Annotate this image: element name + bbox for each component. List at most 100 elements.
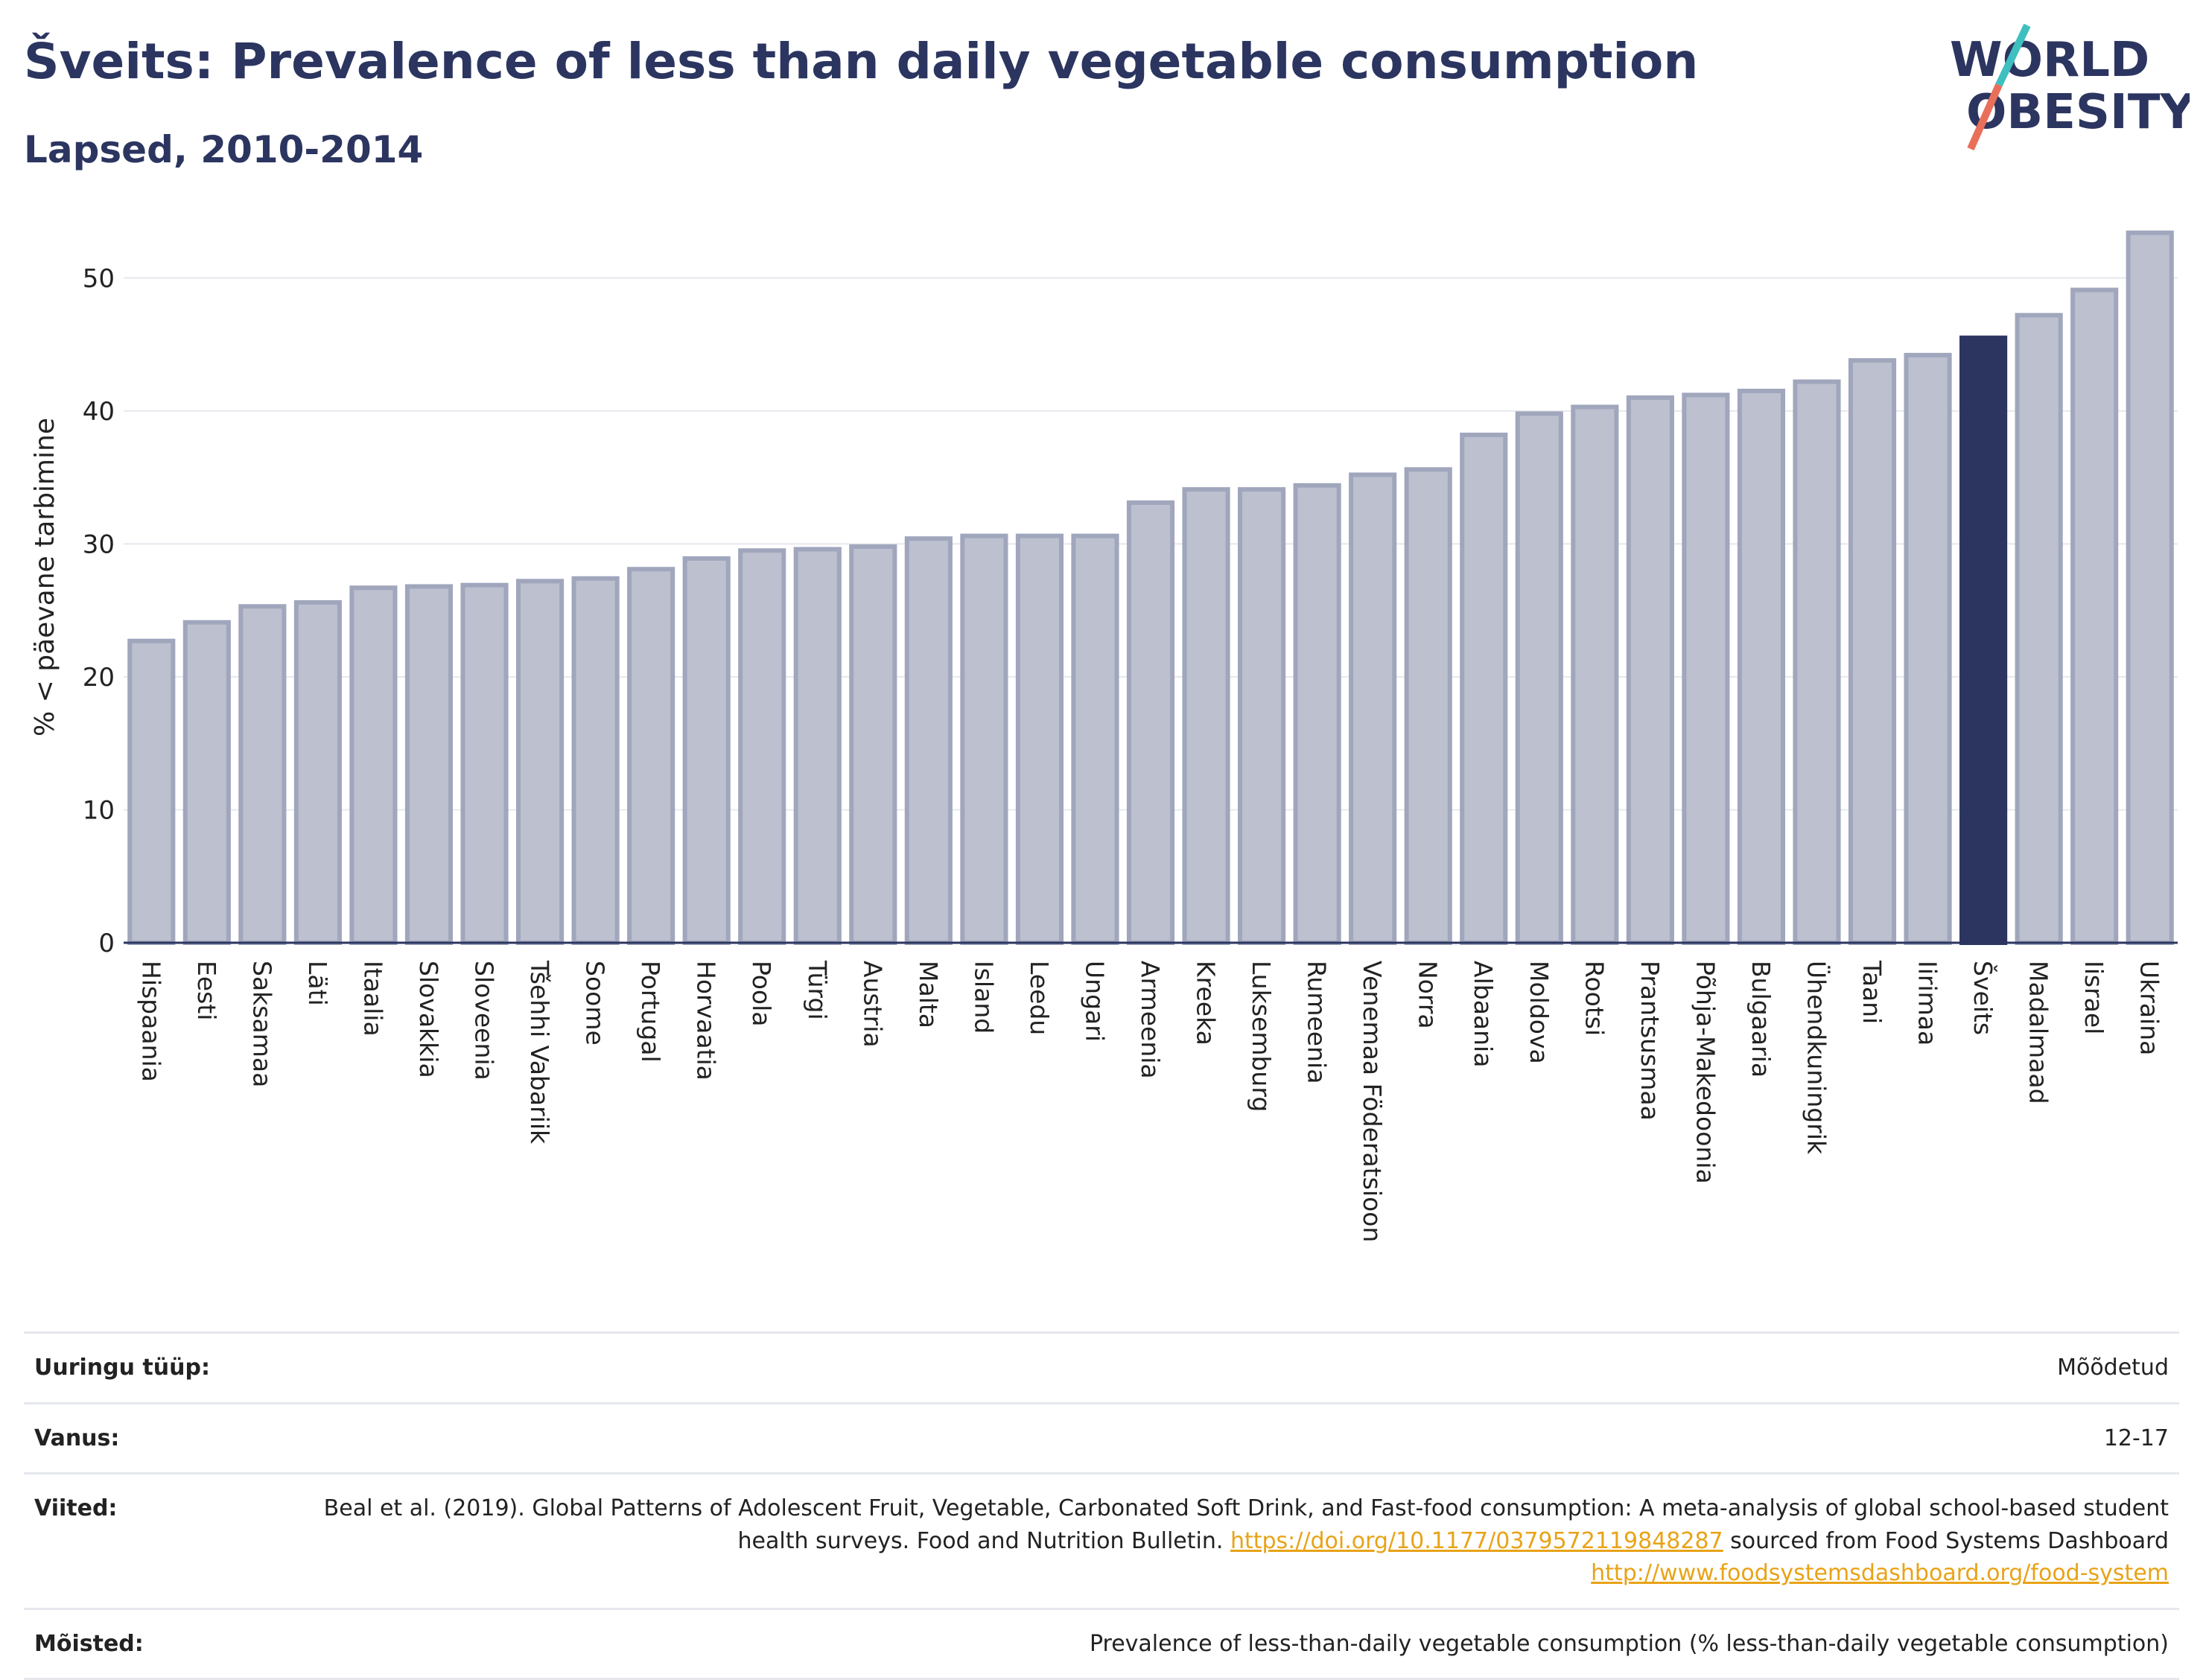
x-tick-label: Ukraina — [2135, 961, 2164, 1055]
logo-slash-teal — [1995, 23, 2031, 87]
x-tick-label: Itaalia — [358, 961, 387, 1037]
bar — [404, 584, 454, 945]
references-source: sourced from Food Systems Dashboard — [1730, 1527, 2169, 1554]
y-tick-label: 30 — [83, 529, 115, 559]
x-axis-ticks: Hispaania Eesti Saksamaa Läti Itaalia Slovakk… — [136, 960, 2164, 1242]
x-tick-label: Rootsi — [1580, 961, 1609, 1036]
bar-chart: 0 10 20 30 40 50 Hispaania Eesti Saksamaa Läti It… — [30, 230, 2178, 1242]
bars — [127, 230, 2174, 946]
bar — [1682, 392, 1730, 946]
x-tick-label: Slovakkia — [414, 961, 443, 1078]
bar — [1182, 487, 1230, 946]
bar — [682, 556, 731, 945]
x-tick-label: Šveits — [1968, 961, 1998, 1035]
x-tick-label: Türgi — [803, 960, 832, 1020]
x-tick-label: Luksemburg — [1247, 961, 1276, 1112]
x-tick-label: Armeenia — [1136, 961, 1165, 1079]
bar — [349, 585, 398, 945]
bar — [627, 567, 675, 945]
survey-type-label: Uuringu tüüp: — [24, 1331, 313, 1403]
doi-link[interactable]: https://doi.org/10.1177/0379572119848287 — [1230, 1527, 1723, 1554]
bar — [793, 547, 842, 946]
bar — [1015, 533, 1064, 946]
definitions-value: Prevalence of less-than-daily vegetable … — [313, 1607, 2179, 1680]
bar — [2015, 313, 2063, 946]
x-tick-label: Tšehhi Vabariik — [525, 960, 554, 1145]
references-value: Beal et al. (2019). Global Patterns of A… — [313, 1472, 2179, 1609]
survey-type-value: Mõõdetud — [313, 1331, 2179, 1403]
bar — [1737, 389, 1786, 945]
bar — [127, 638, 176, 946]
x-tick-label: Island — [969, 961, 998, 1034]
logo-text-world: WORLD — [1950, 33, 2149, 88]
bar-highlighted — [1959, 335, 2008, 946]
bar — [1293, 483, 1341, 945]
x-tick-label: Saksamaa — [247, 961, 276, 1087]
bar — [1626, 395, 1674, 945]
bar — [2070, 287, 2119, 946]
x-tick-label: Soome — [581, 961, 610, 1046]
x-tick-label: Bulgaaria — [1746, 961, 1776, 1078]
bar — [904, 536, 953, 946]
bar — [1571, 404, 1619, 946]
x-tick-label: Eesti — [192, 961, 221, 1020]
info-table: Uuringu tüüp: Mõõdetud Vanus: 12-17 Viit… — [24, 1331, 2179, 1680]
logo-slash-red — [1967, 83, 2003, 151]
references-text: Beal et al. (2019). Global Patterns of A… — [323, 1495, 2169, 1554]
age-value: 12-17 — [313, 1401, 2179, 1474]
bar — [1404, 467, 1452, 945]
logo-text-obesity: OBESITY — [1966, 85, 2190, 140]
chart-title: Šveits: Prevalence of less than daily ve… — [24, 33, 1699, 90]
x-tick-label: Ühendkuningrik — [1802, 961, 1831, 1155]
x-tick-label: Venemaa Föderatsioon — [1358, 961, 1387, 1242]
x-tick-label: Moldova — [1525, 961, 1554, 1064]
x-tick-label: Leedu — [1025, 961, 1054, 1035]
bar — [1238, 487, 1286, 946]
bar — [293, 599, 342, 945]
bar — [1460, 432, 1508, 945]
bar — [1071, 533, 1119, 946]
x-tick-label: Ungari — [1080, 961, 1109, 1042]
bar — [960, 533, 1008, 946]
bar — [238, 604, 287, 946]
x-tick-label: Sloveenia — [470, 961, 499, 1081]
info-row-survey: Uuringu tüüp: Mõõdetud — [24, 1331, 2179, 1403]
bar — [2126, 230, 2174, 946]
y-tick-label: 20 — [83, 663, 115, 693]
food-systems-link[interactable]: http://www.foodsystemsdashboard.org/food… — [1591, 1560, 2169, 1586]
info-row-references: Viited: Beal et al. (2019). Global Patte… — [24, 1472, 2179, 1609]
y-tick-label: 40 — [83, 397, 115, 427]
bar — [849, 544, 897, 945]
age-label: Vanus: — [24, 1401, 313, 1474]
x-tick-label: Rumeenia — [1303, 961, 1332, 1084]
x-tick-label: Taani — [1857, 960, 1886, 1024]
info-row-age: Vanus: 12-17 — [24, 1401, 2179, 1474]
chart-subtitle: Lapsed, 2010-2014 — [24, 128, 424, 171]
bar — [1904, 352, 1952, 945]
world-obesity-logo: WORLD OBESITY — [1950, 23, 2190, 151]
x-tick-label: Horvaatia — [692, 961, 721, 1081]
y-axis-ticks: 0 10 20 30 40 50 — [83, 264, 115, 958]
x-tick-label: Kreeka — [1192, 961, 1221, 1046]
info-row-definitions: Mõisted: Prevalence of less-than-daily v… — [24, 1607, 2179, 1680]
y-axis-label: % < päevane tarbimine — [30, 418, 60, 736]
y-tick-label: 50 — [83, 264, 115, 293]
definitions-label: Mõisted: — [24, 1607, 313, 1680]
x-tick-label: Norra — [1414, 961, 1443, 1029]
bar — [1349, 472, 1397, 945]
bar — [515, 579, 565, 945]
bar — [571, 576, 620, 945]
bar — [1848, 357, 1897, 946]
x-tick-label: Läti — [303, 961, 332, 1006]
x-tick-label: Madalmaad — [2024, 961, 2053, 1104]
x-tick-label: Portugal — [636, 961, 665, 1063]
x-tick-label: Austria — [858, 961, 887, 1048]
x-tick-label: Poola — [747, 961, 776, 1027]
x-tick-label: Albaania — [1469, 961, 1498, 1067]
bar — [1126, 500, 1175, 946]
references-label: Viited: — [24, 1472, 313, 1609]
x-tick-label: Hispaania — [136, 961, 165, 1082]
bar — [1515, 411, 1563, 945]
x-tick-label: Iirimaa — [1913, 961, 1942, 1046]
bar — [460, 582, 509, 945]
